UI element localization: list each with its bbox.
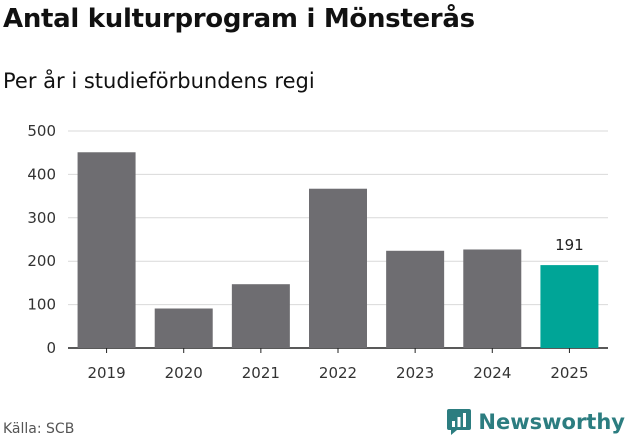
x-tick-label: 2022	[319, 364, 357, 382]
x-tick-label: 2021	[242, 364, 280, 382]
data-label: 191	[555, 236, 584, 254]
y-tick-label: 100	[27, 296, 56, 314]
x-tick-label: 2019	[87, 364, 125, 382]
bar	[386, 250, 445, 348]
y-tick-label: 0	[46, 339, 56, 357]
brand-logo: Newsworthy	[446, 408, 625, 436]
y-tick-label: 200	[27, 252, 56, 270]
y-tick-label: 400	[27, 165, 56, 183]
bar	[77, 152, 136, 348]
bar	[154, 308, 213, 348]
newsworthy-logo-icon	[447, 409, 472, 435]
x-tick-label: 2024	[473, 364, 511, 382]
y-tick-label: 300	[27, 209, 56, 227]
bar	[231, 284, 290, 348]
source-note: Källa: SCB	[3, 421, 75, 437]
x-tick-label: 2020	[165, 364, 203, 382]
y-tick-label: 500	[27, 122, 56, 140]
bar	[540, 265, 599, 348]
x-axis-ticks: 2019 2020 2021 2022 2023 2024 2025	[87, 348, 589, 382]
bar	[463, 249, 522, 348]
bars	[77, 152, 599, 348]
bar	[309, 188, 367, 348]
brand-name: Newsworthy	[478, 410, 625, 434]
x-tick-label: 2023	[396, 364, 434, 382]
chart-subtitle: Per år i studieförbundens regi	[3, 69, 315, 93]
chart-title: Antal kulturprogram i Mönsterås	[3, 4, 475, 34]
y-axis-ticks: 0 100 200 300 400 500	[27, 122, 56, 357]
x-tick-label: 2025	[550, 364, 588, 382]
data-labels: 191	[555, 236, 584, 254]
